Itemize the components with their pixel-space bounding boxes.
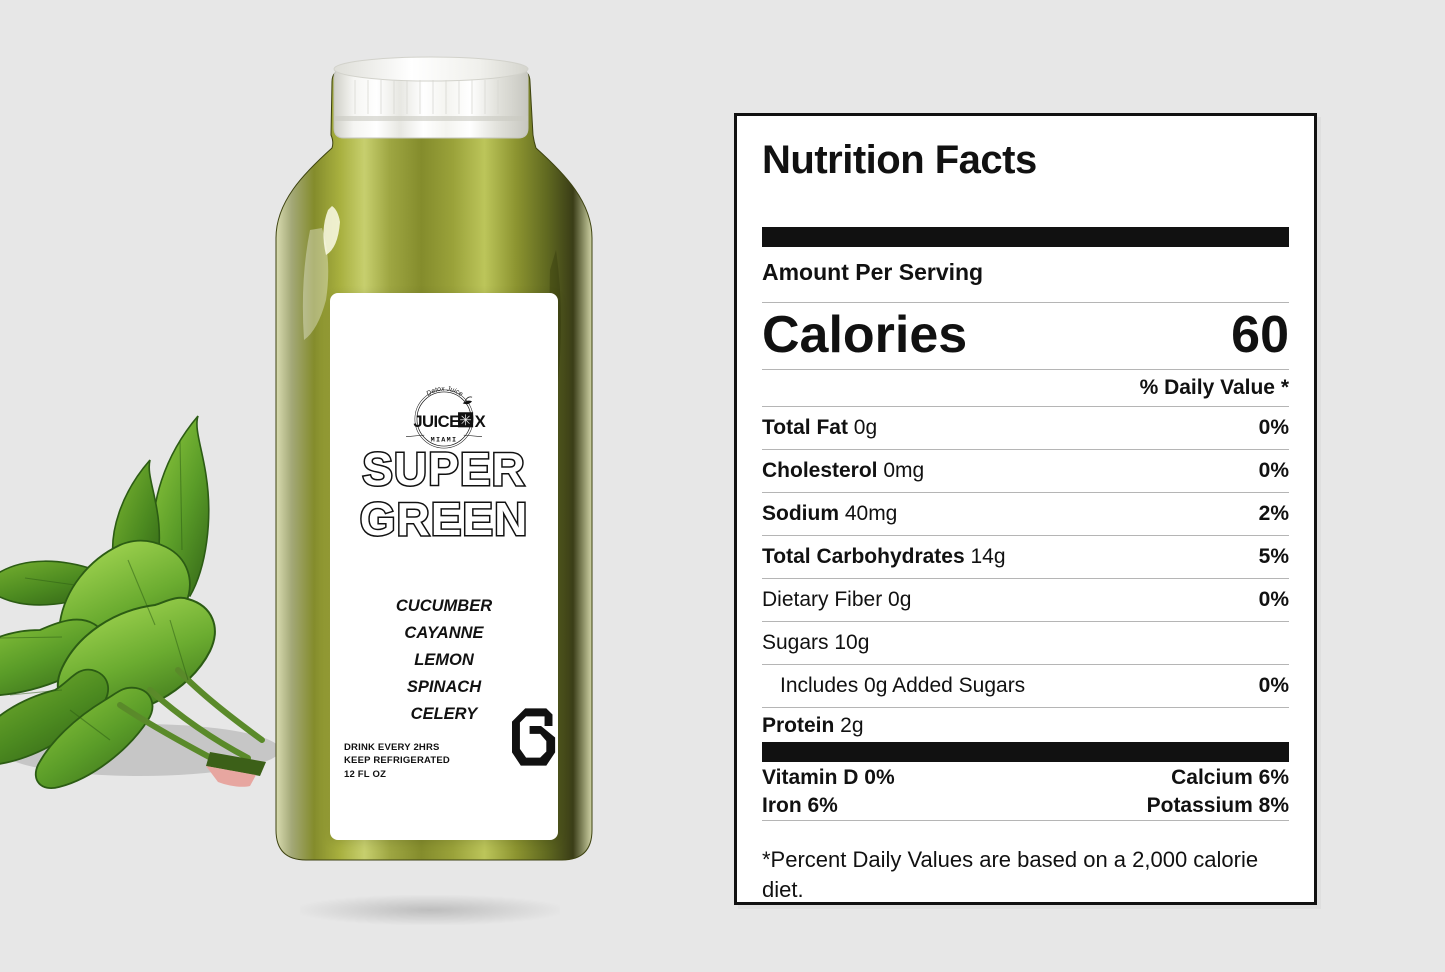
svg-text:SUPER: SUPER	[362, 443, 525, 495]
svg-text:Detox Juice: Detox Juice	[425, 386, 464, 399]
svg-text:GREEN: GREEN	[360, 493, 529, 543]
svg-text:X: X	[475, 412, 486, 431]
